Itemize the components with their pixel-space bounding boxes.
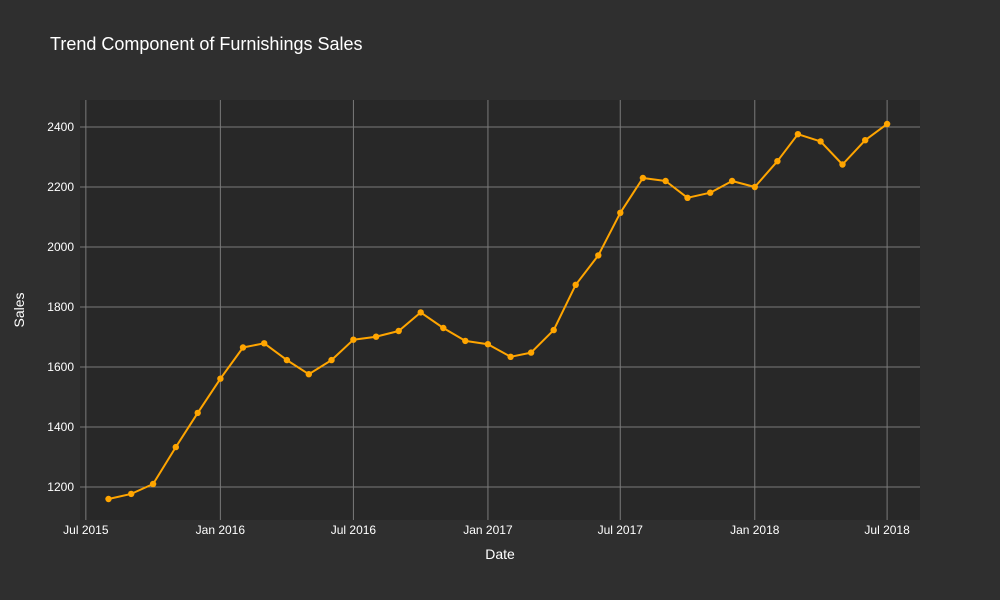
data-point [239,344,247,351]
data-point [417,309,424,316]
x-tick-label: Jul 2017 [598,523,644,537]
y-tick-label: 1600 [47,360,74,374]
data-point [105,495,112,503]
y-axis-ticks: 1200 1400 1600 1800 2000 2200 2400 [47,120,74,494]
y-tick-label: 2400 [47,120,74,134]
data-point [774,158,781,165]
y-tick-label: 1400 [47,420,74,434]
y-grid [80,126,920,488]
x-tick-label: Jul 2015 [63,523,109,537]
data-point [684,194,691,201]
x-tick-label: Jan 2017 [463,523,513,537]
y-axis-title: Sales [11,292,27,327]
data-point [462,337,469,345]
data-point [484,341,492,348]
data-point [839,161,846,168]
data-point [794,131,802,138]
data-point [283,356,291,364]
x-axis-title: Date [485,546,515,562]
data-point [128,490,135,498]
data-point [350,336,357,343]
data-point [572,281,579,288]
x-tick-label: Jul 2018 [864,523,910,537]
data-point [507,353,514,360]
plot-area [80,100,920,520]
chart-title: Trend Component of Furnishings Sales [50,34,363,54]
data-point [172,443,179,451]
data-point [372,333,380,340]
data-point [149,480,157,488]
data-point [883,120,891,128]
data-point [305,371,312,378]
data-point [728,177,736,185]
data-point [395,327,402,335]
y-tick-label: 2200 [47,180,74,194]
data-point [639,174,647,182]
data-point [217,375,224,382]
data-point [595,252,602,259]
data-point [440,324,447,332]
data-point [527,349,535,356]
data-point [194,409,201,417]
data-point [751,183,758,191]
x-tick-label: Jul 2016 [331,523,377,537]
series-layer [105,120,891,503]
data-point [862,137,869,144]
data-point [817,138,824,145]
y-tick-label: 2000 [47,240,74,254]
data-point [617,209,624,216]
data-point [261,340,268,347]
data-point [550,326,557,334]
data-point [662,177,669,185]
y-tick-label: 1800 [47,300,74,314]
x-tick-label: Jan 2016 [196,523,246,537]
data-point [707,189,714,196]
x-tick-label: Jan 2018 [730,523,780,537]
data-point [328,356,335,364]
x-grid [85,100,888,520]
series-line [108,123,888,500]
y-tick-label: 1200 [47,480,74,494]
x-axis-ticks: Jul 2015 Jan 2016 Jul 2016 Jan 2017 Jul 2017… [63,523,910,537]
